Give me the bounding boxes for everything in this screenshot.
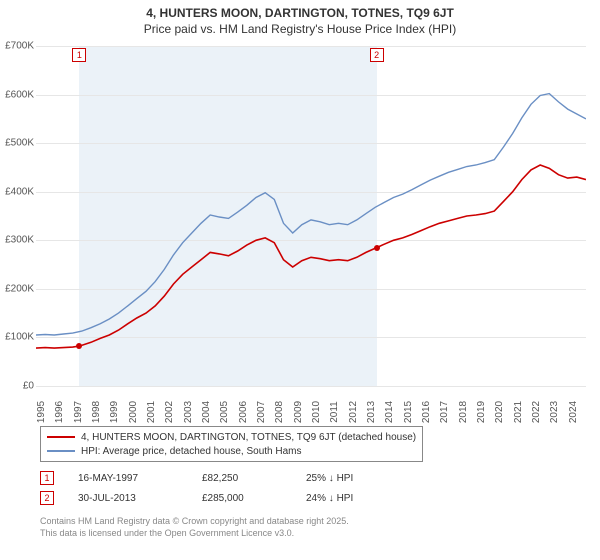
y-tick-label: £400K	[0, 186, 34, 197]
legend-swatch-property	[47, 436, 75, 438]
x-tick-label: 1995	[36, 401, 47, 423]
sale-diff-2: 24% ↓ HPI	[306, 493, 386, 504]
sale-marker-1: 1	[40, 471, 54, 485]
legend-label-hpi: HPI: Average price, detached house, Sout…	[81, 446, 302, 457]
plot-area: £0£100K£200K£300K£400K£500K£600K£700K 12	[36, 46, 586, 387]
x-tick-label: 2010	[311, 401, 322, 423]
x-tick-label: 2019	[476, 401, 487, 423]
legend-swatch-hpi	[47, 450, 75, 452]
line-series	[36, 46, 586, 386]
sale-dot-1	[76, 343, 82, 349]
x-axis-labels: 1995199619971998199920002001200220032004…	[36, 390, 586, 416]
x-tick-label: 2016	[421, 401, 432, 423]
chart-marker-1: 1	[72, 48, 86, 62]
sale-diff-1: 25% ↓ HPI	[306, 473, 386, 484]
sale-price-2: £285,000	[202, 493, 282, 504]
chart-marker-2: 2	[370, 48, 384, 62]
chart-container: 4, HUNTERS MOON, DARTINGTON, TOTNES, TQ9…	[0, 0, 600, 560]
y-tick-label: £500K	[0, 138, 34, 149]
footer-line-2: This data is licensed under the Open Gov…	[40, 528, 349, 540]
series-hpi	[36, 94, 586, 335]
title-subtitle: Price paid vs. HM Land Registry's House …	[0, 22, 600, 36]
y-tick-label: £200K	[0, 283, 34, 294]
x-tick-label: 2006	[238, 401, 249, 423]
title-address: 4, HUNTERS MOON, DARTINGTON, TOTNES, TQ9…	[0, 6, 600, 20]
title-block: 4, HUNTERS MOON, DARTINGTON, TOTNES, TQ9…	[0, 0, 600, 36]
y-tick-label: £700K	[0, 41, 34, 52]
y-tick-label: £0	[0, 381, 34, 392]
x-tick-label: 1999	[109, 401, 120, 423]
legend-label-property: 4, HUNTERS MOON, DARTINGTON, TOTNES, TQ9…	[81, 432, 416, 443]
x-tick-label: 2013	[366, 401, 377, 423]
x-tick-label: 2000	[128, 401, 139, 423]
x-tick-label: 2008	[274, 401, 285, 423]
x-tick-label: 2002	[164, 401, 175, 423]
sale-dot-2	[374, 245, 380, 251]
sale-row-1: 1 16-MAY-1997 £82,250 25% ↓ HPI	[40, 468, 386, 488]
x-tick-label: 2014	[384, 401, 395, 423]
x-tick-label: 2005	[219, 401, 230, 423]
x-tick-label: 2015	[403, 401, 414, 423]
x-tick-label: 2009	[293, 401, 304, 423]
legend-row-property: 4, HUNTERS MOON, DARTINGTON, TOTNES, TQ9…	[47, 430, 416, 444]
x-tick-label: 2017	[439, 401, 450, 423]
sale-marker-2: 2	[40, 491, 54, 505]
x-tick-label: 2004	[201, 401, 212, 423]
sales-table: 1 16-MAY-1997 £82,250 25% ↓ HPI 2 30-JUL…	[40, 468, 386, 508]
x-tick-label: 2001	[146, 401, 157, 423]
x-tick-label: 2024	[568, 401, 579, 423]
x-tick-label: 2003	[183, 401, 194, 423]
sale-date-1: 16-MAY-1997	[78, 473, 178, 484]
x-tick-label: 2021	[513, 401, 524, 423]
y-tick-label: £600K	[0, 89, 34, 100]
sale-date-2: 30-JUL-2013	[78, 493, 178, 504]
sale-row-2: 2 30-JUL-2013 £285,000 24% ↓ HPI	[40, 488, 386, 508]
y-tick-label: £300K	[0, 235, 34, 246]
x-tick-label: 2007	[256, 401, 267, 423]
footer-attribution: Contains HM Land Registry data © Crown c…	[40, 516, 349, 539]
legend-box: 4, HUNTERS MOON, DARTINGTON, TOTNES, TQ9…	[40, 426, 423, 462]
x-tick-label: 2012	[348, 401, 359, 423]
sale-price-1: £82,250	[202, 473, 282, 484]
x-tick-label: 1998	[91, 401, 102, 423]
chart-area: £0£100K£200K£300K£400K£500K£600K£700K 12…	[36, 46, 586, 416]
x-tick-label: 2022	[531, 401, 542, 423]
footer-line-1: Contains HM Land Registry data © Crown c…	[40, 516, 349, 528]
x-tick-label: 2018	[458, 401, 469, 423]
grid-line	[36, 386, 586, 387]
x-tick-label: 1996	[54, 401, 65, 423]
x-tick-label: 2011	[329, 401, 340, 423]
x-tick-label: 2020	[494, 401, 505, 423]
series-property	[36, 165, 586, 348]
y-tick-label: £100K	[0, 332, 34, 343]
x-tick-label: 1997	[73, 401, 84, 423]
x-tick-label: 2023	[549, 401, 560, 423]
legend-row-hpi: HPI: Average price, detached house, Sout…	[47, 444, 416, 458]
